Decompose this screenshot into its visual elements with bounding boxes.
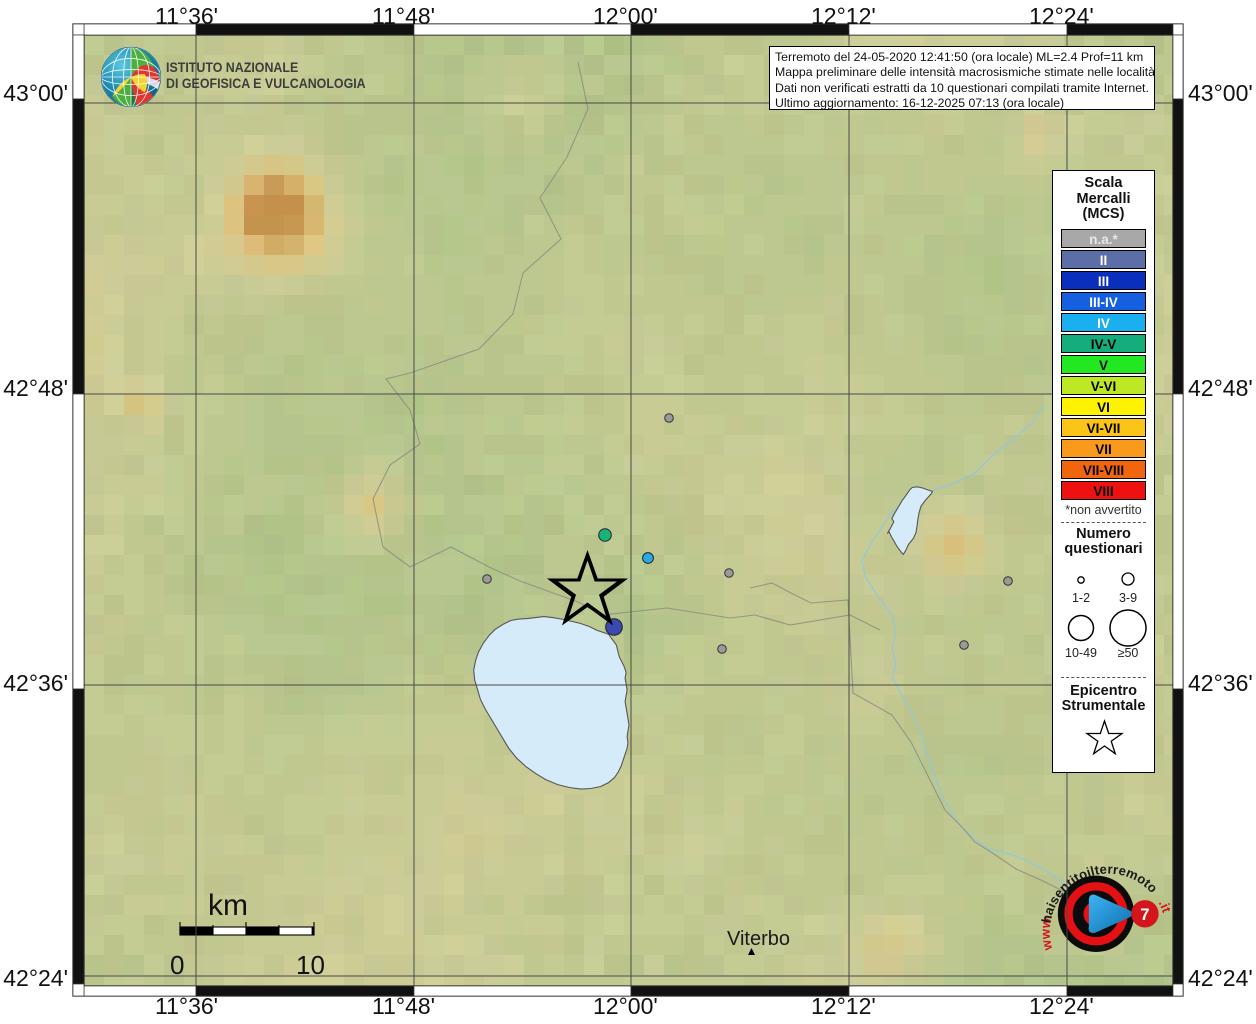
svg-text:1-2: 1-2: [1072, 591, 1090, 605]
svg-text:3-9: 3-9: [1119, 591, 1137, 605]
svg-text:≥50: ≥50: [1118, 646, 1139, 660]
svg-text:10-49: 10-49: [1065, 646, 1097, 660]
